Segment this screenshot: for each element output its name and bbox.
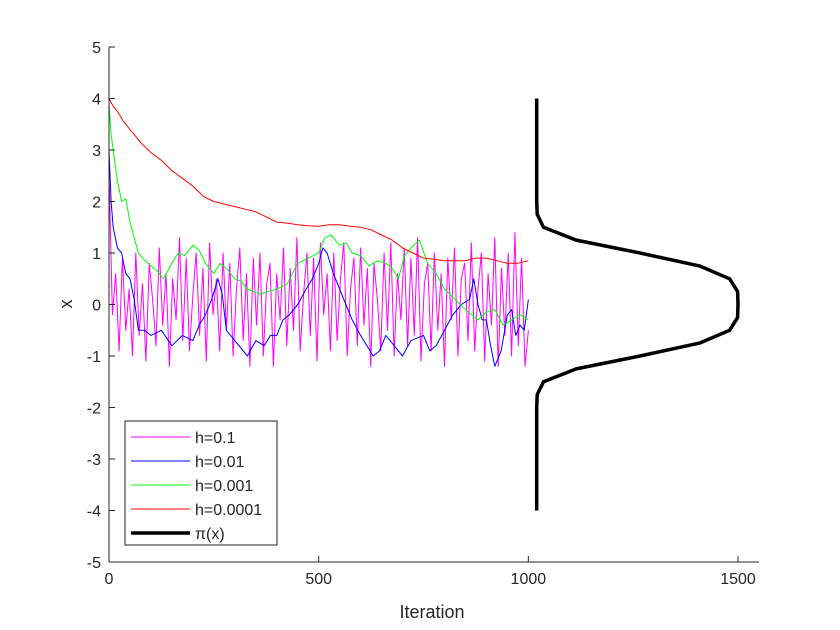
- x-tick-label: 500: [305, 571, 332, 588]
- legend: h=0.1 h=0.01 h=0.001 h=0.0001 π(x): [124, 420, 278, 546]
- y-tick-label: -1: [87, 349, 101, 366]
- legend-box: [124, 420, 278, 546]
- legend-label-3: h=0.0001: [195, 502, 262, 519]
- x-tick-label: 1000: [511, 571, 547, 588]
- axes: 0 500 1000 1500 -5 -4 -3 -2 -1 0 1 2 3 4 5: [87, 40, 759, 588]
- plot-area: [108, 98, 740, 511]
- y-tick-label: 5: [92, 40, 101, 57]
- y-tick-label: 3: [92, 143, 101, 160]
- y-axis-label: x: [56, 300, 76, 309]
- y-tick-label: -4: [87, 504, 101, 521]
- legend-label-2: h=0.001: [195, 478, 253, 495]
- x-tick-label: 0: [105, 571, 114, 588]
- y-tick-label: -3: [87, 452, 101, 469]
- legend-label-0: h=0.1: [195, 430, 236, 447]
- y-tick-label: -5: [87, 555, 101, 572]
- legend-label-4: π(x): [195, 526, 225, 543]
- y-tick-label: 1: [92, 246, 101, 263]
- series-line-1: [108, 149, 529, 367]
- series-line-4: [534, 98, 740, 511]
- y-tick-label: 4: [92, 92, 101, 109]
- x-axis-label: Iteration: [399, 602, 464, 622]
- series-line-3: [108, 98, 529, 264]
- legend-label-1: h=0.01: [195, 454, 244, 471]
- x-tick-label: 1500: [720, 571, 756, 588]
- y-tick-label: 0: [92, 298, 101, 315]
- y-tick-label: 2: [92, 195, 101, 212]
- y-tick-label: -2: [87, 401, 101, 418]
- series-line-0: [108, 170, 529, 367]
- series-line-2: [108, 103, 529, 326]
